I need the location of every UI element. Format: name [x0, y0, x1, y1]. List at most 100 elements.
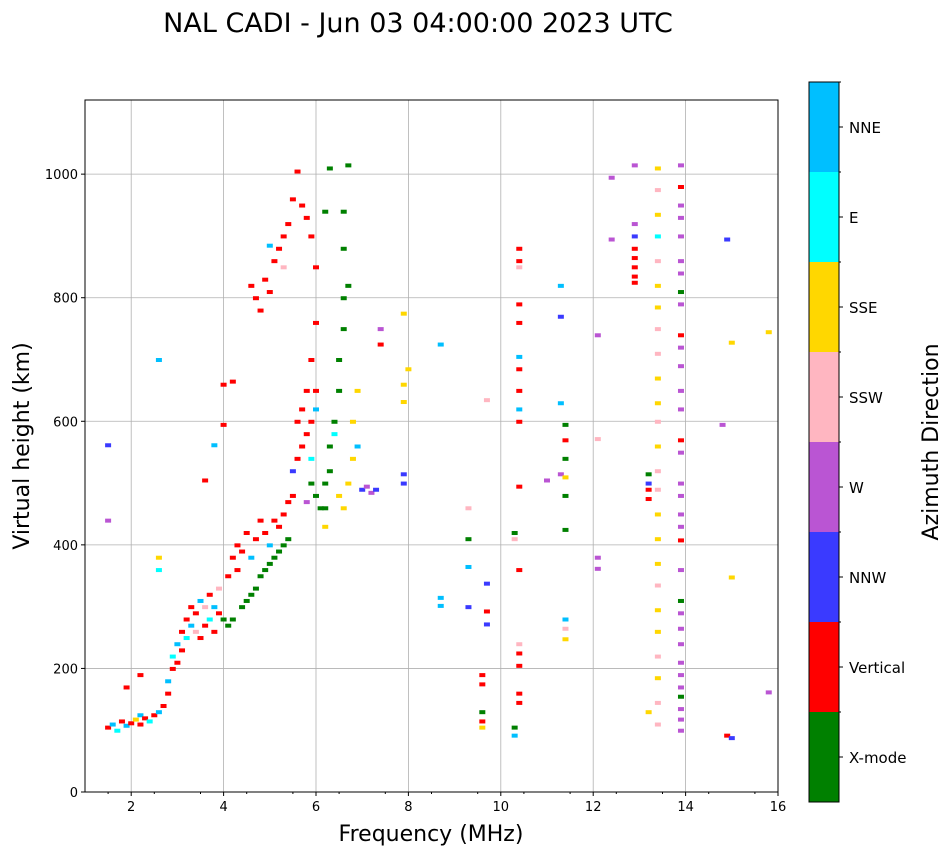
data-point-vertical	[631, 256, 638, 261]
chart-title: NAL CADI - Jun 03 04:00:00 2023 UTC	[163, 8, 673, 39]
data-point-nne	[354, 444, 361, 449]
data-point-ssw	[654, 722, 661, 727]
data-point-ssw	[192, 629, 199, 634]
data-point-vertical	[308, 234, 315, 239]
data-point-e	[331, 432, 338, 437]
data-point-e	[654, 234, 661, 239]
data-point-ssw	[654, 700, 661, 705]
data-point-ssw	[215, 586, 222, 591]
data-point-nnw	[483, 581, 490, 586]
data-point-x-mode	[345, 283, 352, 288]
data-point-x-mode	[225, 623, 232, 628]
colorbar-label: Azimuth Direction	[919, 343, 944, 540]
data-point-nnw	[557, 314, 564, 319]
data-point-x-mode	[326, 444, 333, 449]
data-point-w	[631, 163, 638, 168]
data-point-x-mode	[308, 481, 315, 486]
data-point-x-mode	[285, 537, 292, 542]
data-point-nne	[557, 401, 564, 406]
data-point-w	[677, 302, 684, 307]
colorbar-label-vertical: Vertical	[849, 659, 905, 677]
colorbar-label-x-mode: X-mode	[849, 749, 906, 767]
data-point-w	[677, 626, 684, 631]
data-point-x-mode	[562, 527, 569, 532]
data-point-vertical	[677, 438, 684, 443]
data-point-vertical	[169, 666, 176, 671]
data-point-vertical	[313, 265, 319, 270]
data-point-w	[557, 472, 564, 477]
colorbar-swatch-sse	[809, 262, 839, 352]
data-point-vertical	[252, 537, 259, 542]
x-tick-label: 4	[219, 800, 227, 815]
data-point-w	[677, 481, 684, 486]
y-axis-ticks: 0 200 400 600 800 1000	[45, 168, 85, 801]
data-point-x-mode	[562, 456, 569, 461]
colorbar-frame	[808, 81, 840, 803]
data-point-vertical	[229, 379, 236, 384]
colorbar-swatch-nne	[809, 82, 839, 172]
data-point-x-mode	[266, 561, 273, 566]
colorbar-label-sse: SSE	[849, 299, 878, 317]
data-point-sse	[336, 493, 343, 498]
data-point-vertical	[285, 500, 292, 505]
data-point-vertical	[271, 518, 278, 523]
data-point-nnw	[105, 443, 112, 448]
colorbar-swatch-w	[809, 442, 839, 532]
data-point-vertical	[631, 280, 638, 285]
data-point-w	[677, 163, 684, 168]
data-point-x-mode	[479, 710, 486, 715]
data-point-sse	[654, 676, 661, 681]
data-point-w	[631, 222, 638, 227]
data-point-nne	[109, 722, 116, 727]
y-axis-label: Virtual height (km)	[10, 342, 35, 549]
data-point-x-mode	[239, 605, 246, 610]
data-point-vertical	[239, 549, 246, 554]
data-point-x-mode	[331, 419, 338, 424]
data-point-vertical	[516, 700, 523, 705]
data-point-nnw	[645, 481, 652, 486]
data-point-vertical	[516, 388, 523, 393]
data-point-nnw	[465, 605, 472, 610]
data-point-vertical	[262, 531, 269, 535]
data-point-w	[677, 512, 684, 517]
x-tick-label: 2	[127, 800, 135, 815]
data-point-sse	[654, 166, 661, 171]
data-point-vertical	[248, 283, 255, 288]
data-point-nne	[174, 642, 181, 647]
data-point-ssw	[280, 265, 287, 270]
data-point-ssw	[654, 188, 661, 193]
data-point-x-mode	[645, 472, 652, 477]
data-point-vertical	[516, 568, 523, 573]
data-point-w	[677, 259, 684, 264]
data-point-w	[544, 478, 550, 483]
grid	[85, 100, 778, 793]
data-point-vertical	[211, 629, 218, 634]
colorbar-swatch-ssw	[809, 352, 839, 442]
data-point-sse	[405, 367, 412, 372]
data-point-nne	[211, 443, 218, 448]
data-point-nnw	[373, 487, 380, 492]
data-point-sse	[349, 456, 356, 461]
data-point-x-mode	[336, 388, 343, 393]
x-tick-label: 14	[677, 800, 694, 815]
data-point-sse	[654, 629, 661, 634]
data-point-x-mode	[271, 555, 278, 560]
data-point-nne	[165, 679, 172, 684]
data-point-ssw	[654, 351, 661, 356]
data-point-vertical	[188, 605, 195, 610]
colorbar-label-nnw: NNW	[849, 569, 886, 587]
data-point-sse	[132, 717, 139, 722]
y-tick-label: 400	[53, 539, 78, 554]
data-point-nne	[266, 243, 273, 248]
data-point-vertical	[220, 382, 227, 387]
data-point-nne	[313, 407, 319, 412]
data-point-sse	[654, 212, 661, 217]
data-point-vertical	[197, 636, 204, 641]
data-point-w	[677, 215, 684, 220]
data-point-x-mode	[243, 598, 250, 603]
x-tick-label: 8	[404, 800, 412, 815]
data-point-x-mode	[257, 574, 264, 579]
colorbar: X-mode Vertical NNW W SSW SSE E NNE	[808, 81, 906, 803]
